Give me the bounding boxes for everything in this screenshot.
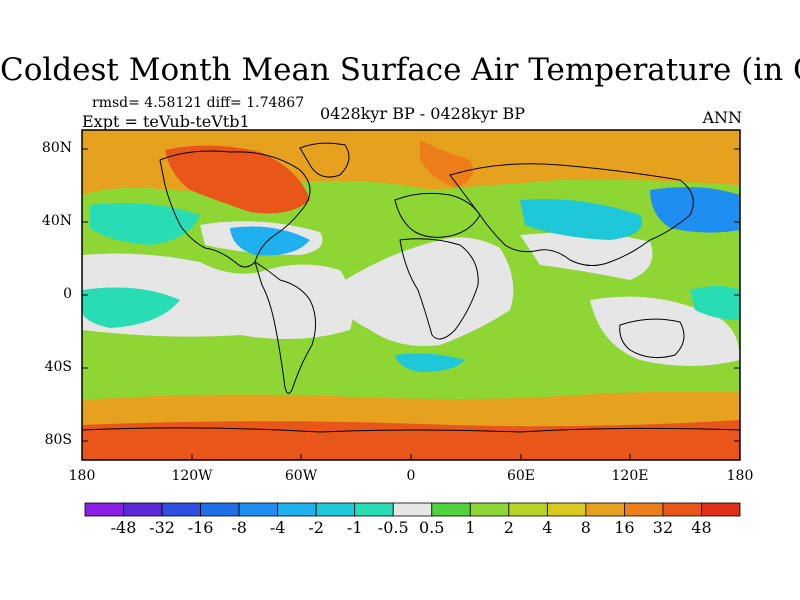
lat-label-0: 0 (63, 286, 72, 302)
colorbar-level-label: 1 (465, 518, 476, 537)
colorbar-swatch (624, 502, 664, 517)
field-na-cool (230, 226, 310, 256)
colorbar-swatch (662, 502, 702, 517)
colorbar-level-label: 4 (542, 518, 553, 537)
lon-label-120e: 120E (611, 468, 649, 484)
colorbar-swatch (354, 502, 394, 517)
colorbar-swatch (84, 502, 124, 517)
field-npac-cool (90, 202, 200, 245)
colorbar-level-label: 8 (580, 518, 591, 537)
lat-label-80n: 80N (41, 140, 72, 156)
colorbar-level-label: 48 (691, 518, 712, 537)
colorbar-swatch (585, 502, 625, 517)
colorbar-level-label: -8 (231, 518, 247, 537)
field-canada (165, 145, 310, 214)
colorbar-level-label: -16 (187, 518, 214, 537)
lat-label-40s: 40S (44, 359, 72, 375)
field-antarctic (82, 420, 740, 460)
colorbar-level-label: 32 (652, 518, 674, 537)
colorbar (84, 502, 741, 517)
colorbar-swatch (238, 502, 279, 517)
colorbar-level-label: -32 (149, 518, 175, 537)
field-asia-cool (520, 199, 642, 240)
field-npac-west-cool (650, 186, 740, 233)
map-field (82, 130, 740, 460)
colorbar-swatch (123, 502, 163, 517)
season-label: ANN (702, 108, 742, 127)
colorbar-level-label: -4 (269, 518, 286, 537)
lon-label-180w: 180 (68, 468, 96, 484)
colorbar-level-label: 16 (614, 518, 635, 537)
colorbar-swatch (277, 502, 317, 517)
field-satl-cool (395, 353, 465, 372)
colorbar-swatch (431, 502, 471, 517)
field-wpac-cool (690, 286, 740, 320)
experiment-label: Expt = teVub-teVtb1 (82, 112, 250, 131)
lon-label-60e: 60E (506, 468, 536, 484)
colorbar-level-label: 2 (503, 518, 514, 537)
lon-label-180e: 180 (726, 468, 754, 484)
map-ticks (82, 148, 740, 460)
chart-title: Coldest Month Mean Surface Air Temperatu… (0, 52, 800, 88)
lat-label-80s: 80S (44, 432, 72, 448)
field-epac-cool (82, 287, 180, 328)
lon-label-0: 0 (406, 468, 416, 484)
colorbar-level-label: -0.5 (377, 518, 409, 537)
colorbar-swatch (508, 502, 548, 517)
colorbar-swatch (546, 502, 587, 517)
coastlines (82, 142, 740, 433)
field-atlantic-africa-neutral (330, 237, 514, 346)
field-scandinavia (420, 140, 473, 188)
colorbar-level-label: -2 (308, 518, 324, 537)
period-label: 0428kyr BP - 0428kyr BP (320, 104, 525, 123)
colorbar-level-label: -1 (346, 518, 363, 537)
colorbar-swatch (469, 502, 510, 517)
colorbar-level-label: 0.5 (419, 518, 445, 537)
colorbar-level-label: -48 (110, 518, 137, 537)
colorbar-swatch (161, 502, 201, 517)
colorbar-swatch (701, 502, 741, 517)
lon-label-60w: 60W (284, 468, 318, 484)
colorbar-swatch (315, 502, 356, 517)
lon-label-120w: 120W (171, 468, 213, 484)
colorbar-swatch (392, 502, 433, 517)
colorbar-swatch (200, 502, 240, 517)
stats-label: rmsd= 4.58121 diff= 1.74867 (92, 95, 305, 111)
lat-label-40n: 40N (41, 213, 72, 229)
field-indopacific-neutral (590, 296, 740, 366)
field-asia-neutral (520, 232, 653, 280)
